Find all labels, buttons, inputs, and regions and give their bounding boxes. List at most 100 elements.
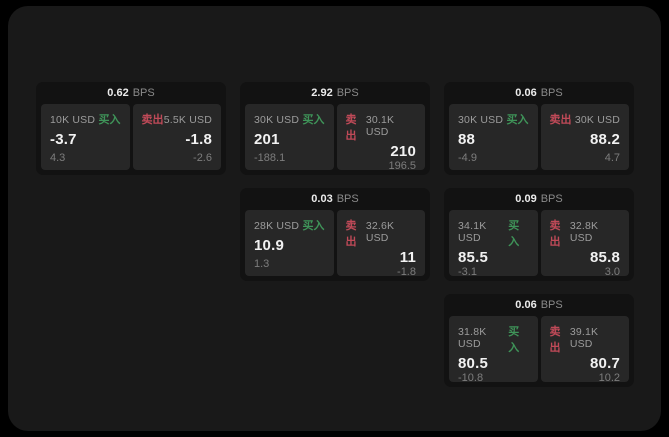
sell-amount-label: 5.5K USD: [163, 114, 212, 126]
buy-amount-label: 31.8K USD: [458, 326, 487, 350]
bps-spread-value: 0.03: [311, 193, 333, 205]
quote-panels: 34.1K USD 买入 85.5 -3.1 卖出 32.8K USD 85.8…: [449, 210, 629, 278]
sell-price-value: -1.8: [185, 131, 212, 148]
sell-price-value: 85.8: [590, 249, 620, 266]
sell-amount-label: 32.6K USD: [365, 220, 395, 244]
card-header: 0.06 BPS: [449, 294, 629, 316]
buy-price-value: -3.7: [50, 131, 77, 148]
sell-price-value: 88.2: [590, 131, 620, 148]
quote-panels: 30K USD 买入 88 -4.9 卖出 30K USD 88.2 4.7: [449, 104, 629, 170]
buy-panel-header: 31.8K USD 买入: [458, 323, 529, 355]
buy-amount-label: 30K USD: [458, 114, 504, 126]
quote-panels: 31.8K USD 买入 80.5 -10.8 卖出 39.1K USD 80.…: [449, 316, 629, 384]
card-header: 0.62 BPS: [41, 82, 221, 104]
quote-card: 0.06 BPS 30K USD 买入 88 -4.9 卖出 30K USD 8…: [444, 82, 634, 175]
card-header: 0.03 BPS: [245, 188, 425, 210]
card-header: 0.09 BPS: [449, 188, 629, 210]
quote-panels: 10K USD 买入 -3.7 4.3 卖出 5.5K USD -1.8 -2.…: [41, 104, 221, 170]
sell-price-value: 11: [399, 249, 416, 266]
buy-amount-label: 28K USD: [254, 220, 300, 232]
sell-tag: 卖出: [549, 114, 572, 126]
bps-unit-label: BPS: [132, 87, 155, 99]
buy-panel-header: 34.1K USD 买入: [458, 217, 529, 249]
sell-panel-header: 卖出 30.1K USD: [346, 111, 417, 143]
bps-spread-value: 0.06: [515, 299, 537, 311]
sell-quote-panel[interactable]: 卖出 32.6K USD 11 -1.8: [336, 210, 425, 278]
sell-sub-value: 10.2: [598, 372, 620, 384]
sell-panel-header: 卖出 5.5K USD: [142, 111, 213, 127]
quote-card: 2.92 BPS 30K USD 买入 201 -188.1 卖出 30.1K …: [240, 82, 430, 175]
sell-amount-label: 39.1K USD: [569, 326, 599, 350]
buy-tag: 买入: [508, 220, 520, 248]
sell-tag: 卖出: [141, 114, 164, 126]
buy-price-value: 80.5: [458, 355, 488, 372]
buy-price-value: 10.9: [254, 237, 284, 254]
buy-quote-panel[interactable]: 10K USD 买入 -3.7 4.3: [41, 104, 130, 170]
sell-quote-panel[interactable]: 卖出 5.5K USD -1.8 -2.6: [132, 104, 221, 170]
bps-unit-label: BPS: [336, 193, 359, 205]
buy-price-value: 88: [458, 131, 476, 148]
card-header: 2.92 BPS: [245, 82, 425, 104]
sell-panel-header: 卖出 39.1K USD: [550, 323, 621, 355]
sell-sub-value: 3.0: [604, 266, 620, 278]
sell-sub-value: 196.5: [388, 160, 416, 172]
buy-sub-value: 1.3: [254, 258, 270, 270]
buy-quote-panel[interactable]: 30K USD 买入 88 -4.9: [449, 104, 538, 170]
buy-panel-header: 28K USD 买入: [254, 217, 325, 233]
buy-amount-label: 30K USD: [254, 114, 300, 126]
buy-quote-panel[interactable]: 34.1K USD 买入 85.5 -3.1: [449, 210, 538, 278]
bps-unit-label: BPS: [336, 87, 359, 99]
buy-panel-header: 30K USD 买入: [254, 111, 325, 127]
buy-tag: 买入: [98, 114, 121, 126]
sell-panel-header: 卖出 32.6K USD: [346, 217, 417, 249]
buy-quote-panel[interactable]: 31.8K USD 买入 80.5 -10.8: [449, 316, 538, 384]
sell-price-value: 80.7: [590, 355, 620, 372]
buy-tag: 买入: [302, 114, 325, 126]
buy-amount-label: 10K USD: [50, 114, 96, 126]
sell-tag: 卖出: [549, 220, 561, 248]
sell-tag: 卖出: [549, 326, 561, 354]
card-header: 0.06 BPS: [449, 82, 629, 104]
sell-quote-panel[interactable]: 卖出 30.1K USD 210 196.5: [336, 104, 425, 172]
sell-price-value: 210: [390, 143, 416, 160]
quote-card: 0.03 BPS 28K USD 买入 10.9 1.3 卖出 32.6K US…: [240, 188, 430, 281]
buy-sub-value: -3.1: [458, 266, 477, 278]
buy-sub-value: -10.8: [458, 372, 484, 384]
buy-amount-label: 34.1K USD: [458, 220, 487, 244]
buy-quote-panel[interactable]: 28K USD 买入 10.9 1.3: [245, 210, 334, 276]
buy-sub-value: -4.9: [458, 152, 477, 164]
sell-amount-label: 32.8K USD: [569, 220, 599, 244]
buy-sub-value: 4.3: [50, 152, 66, 164]
quote-card: 0.06 BPS 31.8K USD 买入 80.5 -10.8 卖出 39.1…: [444, 294, 634, 387]
quote-card: 0.62 BPS 10K USD 买入 -3.7 4.3 卖出 5.5K USD…: [36, 82, 226, 175]
bps-unit-label: BPS: [540, 87, 563, 99]
buy-quote-panel[interactable]: 30K USD 买入 201 -188.1: [245, 104, 334, 170]
quote-card: 0.09 BPS 34.1K USD 买入 85.5 -3.1 卖出 32.8K…: [444, 188, 634, 281]
sell-sub-value: -1.8: [397, 266, 416, 278]
buy-tag: 买入: [508, 326, 520, 354]
sell-tag: 卖出: [345, 114, 357, 142]
buy-price-value: 85.5: [458, 249, 488, 266]
app-canvas: 0.62 BPS 10K USD 买入 -3.7 4.3 卖出 5.5K USD…: [8, 6, 661, 431]
sell-panel-header: 卖出 32.8K USD: [550, 217, 621, 249]
sell-quote-panel[interactable]: 卖出 32.8K USD 85.8 3.0: [540, 210, 629, 278]
sell-tag: 卖出: [345, 220, 357, 248]
sell-sub-value: -2.6: [193, 152, 212, 164]
bps-spread-value: 0.62: [107, 87, 129, 99]
sell-quote-panel[interactable]: 卖出 30K USD 88.2 4.7: [540, 104, 629, 170]
sell-panel-header: 卖出 30K USD: [550, 111, 621, 127]
quote-card-grid: 0.62 BPS 10K USD 买入 -3.7 4.3 卖出 5.5K USD…: [36, 82, 634, 387]
buy-tag: 买入: [302, 220, 325, 232]
buy-panel-header: 10K USD 买入: [50, 111, 121, 127]
buy-tag: 买入: [506, 114, 529, 126]
sell-sub-value: 4.7: [604, 152, 620, 164]
bps-unit-label: BPS: [540, 193, 563, 205]
sell-amount-label: 30.1K USD: [365, 114, 395, 138]
buy-sub-value: -188.1: [254, 152, 286, 164]
quote-panels: 30K USD 买入 201 -188.1 卖出 30.1K USD 210 1…: [245, 104, 425, 172]
bps-unit-label: BPS: [540, 299, 563, 311]
sell-amount-label: 30K USD: [574, 114, 620, 126]
buy-panel-header: 30K USD 买入: [458, 111, 529, 127]
sell-quote-panel[interactable]: 卖出 39.1K USD 80.7 10.2: [540, 316, 629, 384]
bps-spread-value: 0.09: [515, 193, 537, 205]
